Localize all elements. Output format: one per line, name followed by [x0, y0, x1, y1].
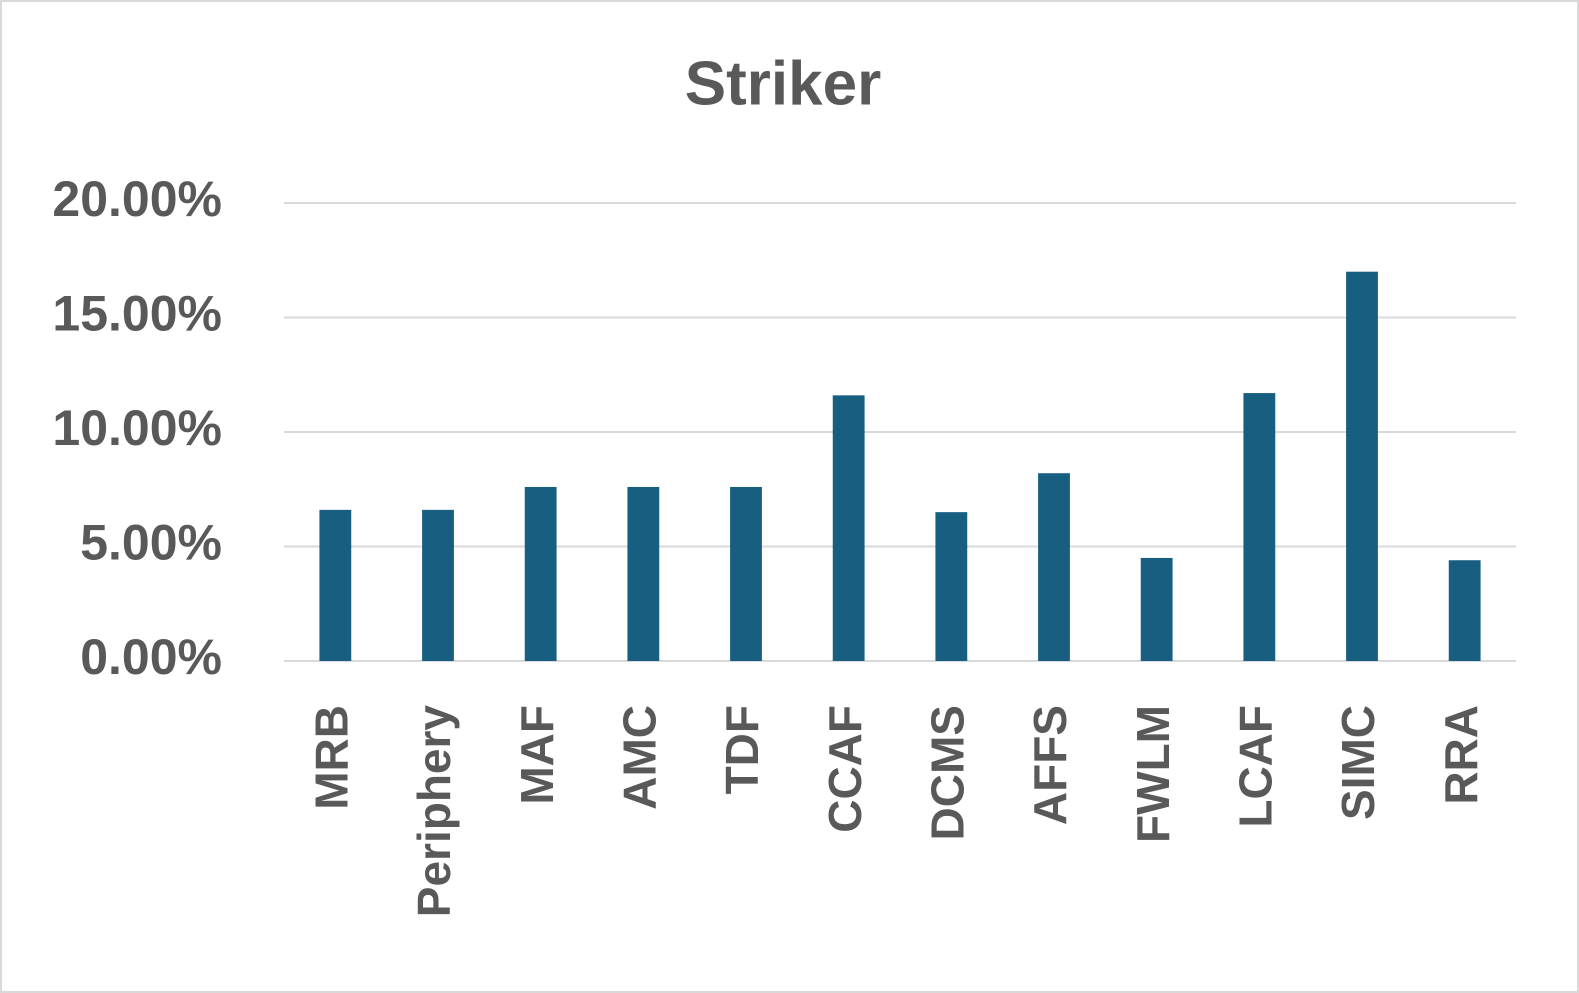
bar — [319, 509, 352, 661]
chart-title: Striker — [685, 49, 881, 118]
bar — [935, 512, 968, 661]
y-tick-label: 5.00% — [80, 515, 222, 571]
x-tick-label: Periphery — [408, 705, 460, 918]
bar — [1038, 473, 1070, 661]
x-tick-label: AMC — [613, 705, 665, 810]
bar — [627, 486, 660, 661]
bar — [422, 509, 454, 661]
bar — [730, 486, 762, 661]
bar — [1243, 393, 1276, 661]
x-tick-label: CCAF — [819, 705, 871, 833]
bar — [524, 486, 557, 661]
bar — [832, 395, 865, 661]
x-tick-label: TDF — [716, 705, 768, 794]
x-tick-label: DCMS — [921, 705, 973, 840]
y-tick-label: 10.00% — [52, 400, 222, 456]
bar — [1448, 560, 1481, 661]
y-tick-label: 15.00% — [52, 286, 222, 342]
x-tick-label: FWLM — [1127, 705, 1179, 843]
x-tick-label: RRA — [1435, 705, 1487, 805]
y-tick-label: 20.00% — [52, 171, 222, 227]
x-tick-label: LCAF — [1229, 705, 1281, 828]
bar — [1346, 271, 1378, 661]
x-tick-label: MAF — [511, 705, 563, 805]
x-tick-label: SIMC — [1332, 705, 1384, 820]
y-tick-label: 0.00% — [80, 629, 222, 685]
bar — [1140, 557, 1173, 661]
x-tick-label: MRB — [305, 705, 357, 810]
x-tick-label: AFFS — [1024, 705, 1076, 825]
